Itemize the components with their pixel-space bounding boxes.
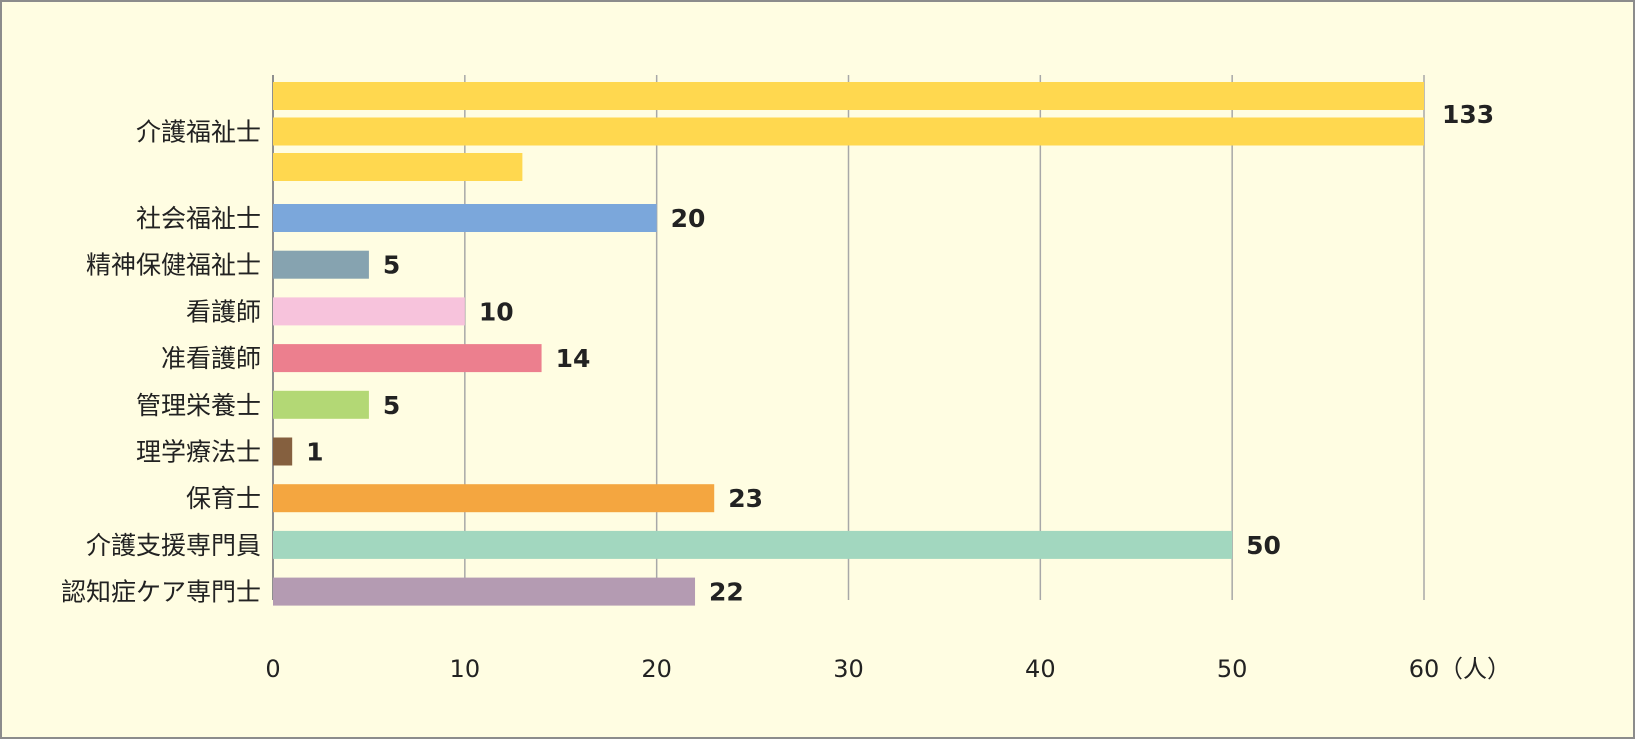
category-label: 認知症ケア専門士 (61, 578, 261, 607)
bar-segment (273, 153, 523, 181)
bar (273, 577, 696, 606)
value-label: 5 (383, 251, 400, 280)
value-label: 10 (479, 297, 514, 326)
x-tick-label: 20 (641, 655, 672, 683)
category-label: 准看護師 (161, 344, 261, 373)
value-labels: 133 20 5 10 14 5 1 23 50 22 (306, 100, 1494, 607)
category-label: 精神保健福祉士 (86, 251, 261, 280)
bar (273, 204, 657, 232)
bar (273, 530, 1233, 559)
x-tick-label: 50 (1217, 655, 1248, 683)
x-axis-ticks: （人） 0 10 20 30 40 50 60 (265, 655, 1511, 683)
bar (273, 297, 465, 326)
bar (273, 344, 542, 373)
x-axis-unit: （人） (1439, 655, 1511, 683)
category-label: 看護師 (186, 297, 261, 326)
category-label: 介護支援専門員 (86, 531, 261, 560)
x-tick-label: 60 (1409, 655, 1440, 683)
bar (273, 484, 715, 513)
x-tick-label: 10 (450, 655, 481, 683)
value-label: 23 (728, 484, 763, 513)
value-label: 5 (383, 391, 400, 420)
bar (273, 390, 369, 419)
value-label: 50 (1246, 531, 1281, 560)
x-tick-label: 0 (265, 655, 280, 683)
category-label: 介護福祉士 (136, 118, 261, 147)
bar (273, 437, 293, 466)
value-label: 133 (1442, 100, 1494, 129)
value-label: 22 (709, 578, 744, 607)
bar (273, 250, 369, 279)
category-label: 管理栄養士 (136, 391, 261, 420)
category-label: 保育士 (186, 484, 261, 513)
bar-segment (273, 82, 1424, 110)
x-tick-label: 30 (833, 655, 864, 683)
bars (273, 82, 1424, 606)
x-tick-label: 40 (1025, 655, 1056, 683)
category-labels: 介護福祉士社会福祉士精神保健福祉士看護師准看護師管理栄養士理学療法士保育士介護支… (61, 118, 261, 607)
category-label: 社会福祉士 (136, 204, 261, 233)
value-label: 20 (671, 204, 706, 233)
value-label: 14 (556, 344, 591, 373)
value-label: 1 (306, 438, 323, 467)
bar-segment (273, 117, 1424, 146)
category-label: 理学療法士 (136, 438, 261, 467)
